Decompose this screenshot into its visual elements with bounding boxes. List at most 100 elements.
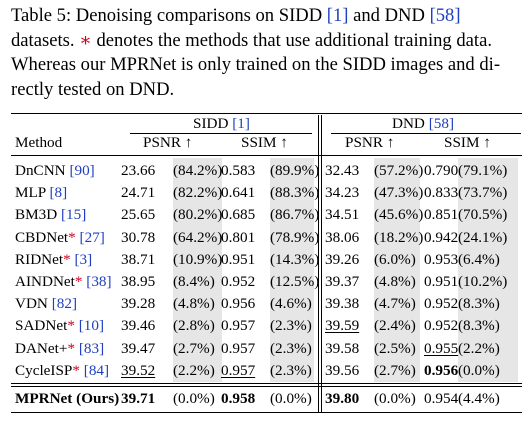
cell-s-psnr-p: (10.9%) [173, 250, 223, 268]
cell-d-psnr-p: (4.8%) [374, 273, 416, 290]
cell-d-ssim: 0.942 [424, 228, 459, 246]
shade-column [270, 158, 314, 382]
bottom-rule [11, 412, 522, 414]
cell-s-ssim-p: (89.9%) [270, 162, 320, 179]
method-citation[interactable]: [8] [49, 184, 68, 202]
cell-d-ssim-p: (10.2%) [458, 273, 508, 290]
method-name: CycleISP [15, 361, 73, 379]
shade-column [173, 158, 222, 382]
cell-d-ssim: 0.955 [424, 339, 459, 357]
cell-s-psnr-p: (8.4%) [173, 273, 215, 290]
cell-d-psnr-p: (18.2%) [374, 228, 424, 246]
sidd-label: SIDD [193, 115, 229, 132]
cell-s-ssim: 0.956 [221, 295, 256, 313]
cell-s-ssim-p: (86.7%) [270, 206, 320, 224]
cell-s-psnr: 24.71 [121, 184, 156, 202]
cell-s-psnr: 25.65 [121, 206, 156, 224]
cell-s-ssim-p: (0.0%) [270, 390, 312, 407]
star-marker: * [74, 273, 83, 290]
table-caption: Table 5: Denoising comparisons on SIDD [… [11, 4, 523, 102]
method-citation[interactable]: [27] [79, 228, 105, 246]
cell-s-ssim: 0.801 [221, 228, 256, 246]
cell-s-ssim-p: (88.3%) [270, 184, 320, 202]
cell-d-psnr: 39.37 [325, 273, 360, 290]
cell-d-psnr: 39.59 [325, 317, 360, 335]
header-sidd-ssim: SSIM ↑ [241, 134, 288, 151]
cell-d-psnr: 38.06 [325, 228, 360, 246]
cell-d-ssim: 0.790 [424, 162, 459, 179]
star-marker: * [67, 339, 76, 357]
method-citation[interactable]: [3] [74, 250, 93, 268]
cell-d-ssim: 0.951 [424, 273, 459, 290]
caption-text: denotes the methods that use additional … [91, 29, 492, 51]
cell-d-ssim: 0.851 [424, 206, 459, 224]
method-citation[interactable]: [10] [78, 317, 105, 335]
cell-d-psnr-p: (57.2%) [374, 162, 424, 179]
header-dnd-psnr: PSNR ↑ [345, 134, 395, 151]
cell-d-ssim: 0.952 [424, 295, 459, 313]
method-name: DANet+ [15, 339, 68, 357]
cell-s-psnr-p: (2.8%) [173, 317, 215, 335]
header-sidd: SIDD [1] [193, 114, 250, 134]
star-marker: * [68, 228, 76, 246]
method-name: CBDNet [15, 228, 69, 246]
top-rule [11, 113, 522, 115]
cell-s-psnr-p: (82.2%) [173, 184, 223, 202]
cell-s-ssim: 0.957 [221, 339, 256, 357]
cell-method: AINDNet* [38] [15, 272, 112, 292]
star-marker: * [63, 250, 71, 268]
method-citation[interactable]: [83] [78, 339, 105, 357]
cell-d-psnr-p: (0.0%) [374, 390, 416, 407]
cell-d-ssim-p: (0.0%) [458, 361, 500, 379]
header-sidd-psnr: PSNR ↑ [143, 134, 193, 151]
cell-d-psnr: 34.23 [325, 184, 360, 202]
method-name: AINDNet [15, 273, 75, 290]
cell-d-psnr: 39.56 [325, 361, 360, 379]
cell-d-psnr: 39.26 [325, 250, 360, 268]
cell-s-psnr-p: (2.2%) [173, 361, 215, 379]
cell-d-psnr-p: (2.4%) [374, 317, 416, 335]
final-row-rule-1 [11, 383, 522, 384]
cell-method: DnCNN [90] [15, 161, 95, 181]
cell-s-psnr: 38.95 [121, 273, 156, 290]
cell-d-ssim-p: (70.5%) [458, 206, 508, 224]
method-citation[interactable]: [38] [86, 273, 112, 290]
cell-d-ssim-p: (24.1%) [458, 228, 508, 246]
cell-s-ssim-p: (2.3%) [270, 361, 312, 379]
method-name: MLP [15, 184, 46, 202]
cell-d-psnr: 39.58 [325, 339, 360, 357]
cell-d-psnr-p: (6.0%) [374, 250, 416, 268]
cell-s-ssim-p: (14.3%) [270, 250, 320, 268]
method-name: RIDNet [15, 250, 64, 268]
cell-d-ssim: 0.956 [424, 361, 459, 379]
cell-d-ssim-p: (4.4%) [458, 390, 500, 407]
cell-d-ssim-p: (6.4%) [458, 250, 500, 268]
cell-s-ssim: 0.641 [221, 184, 256, 202]
method-citation[interactable]: [90] [69, 162, 95, 179]
citation-dnd[interactable]: [58] [429, 5, 461, 26]
cell-method: CBDNet* [27] [15, 228, 105, 248]
method-name: DnCNN [15, 162, 66, 179]
cell-d-psnr: 39.38 [325, 295, 360, 313]
cell-d-psnr-p: (47.3%) [374, 184, 424, 202]
method-citation[interactable]: [84] [83, 361, 110, 379]
cell-s-psnr: 39.46 [121, 317, 156, 335]
cell-s-psnr-p: (64.2%) [173, 228, 223, 246]
cell-d-psnr: 34.51 [325, 206, 360, 224]
header-rule [11, 155, 522, 156]
method-citation[interactable]: [15] [61, 206, 87, 224]
dnd-citation[interactable]: [58] [428, 115, 455, 132]
cell-method: DANet+* [83] [15, 339, 104, 359]
method-citation[interactable]: [82] [51, 295, 78, 313]
header-dnd-ssim: SSIM ↑ [444, 134, 491, 151]
cell-d-psnr-p: (45.6%) [374, 206, 424, 224]
citation-sidd[interactable]: [1] [326, 5, 349, 26]
cell-s-ssim: 0.952 [221, 273, 256, 290]
cell-s-psnr-p: (84.2%) [173, 162, 223, 179]
cell-s-psnr-p: (4.8%) [173, 295, 215, 313]
cell-d-psnr: 39.80 [325, 390, 360, 407]
sidd-citation[interactable]: [1] [232, 115, 250, 132]
cell-d-ssim: 0.833 [424, 184, 459, 202]
star-marker: * [67, 317, 75, 335]
method-name: BM3D [15, 206, 58, 224]
